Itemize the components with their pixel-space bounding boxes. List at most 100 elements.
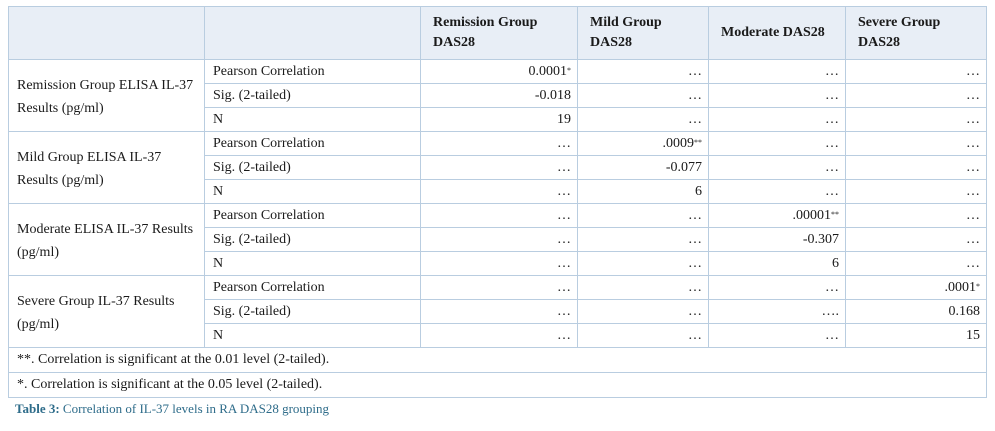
value-cell: … [845,155,987,180]
table-row: Remission Group ELISA IL-37 Results (pg/… [8,59,987,132]
cell-value: 0.0001 [528,63,568,79]
value-cell: … [845,59,987,84]
value-cell: … [577,59,709,84]
cell-value: -0.018 [534,87,571,103]
stat-label: N [204,179,421,204]
cell-value: .0009 [662,135,695,151]
cell-value: … [557,255,571,271]
value-cell: … [845,227,987,252]
cell-value: … [966,231,980,247]
value-cell: … [708,83,846,108]
value-cell: … [420,131,578,156]
cell-value: … [557,303,571,319]
value-cell: … [845,203,987,228]
cell-value: … [966,87,980,103]
stat-label: Sig. (2-tailed) [204,227,421,252]
header-remission: Remission Group DAS28 [420,6,578,60]
value-cell: -0.307 [708,227,846,252]
value-cell: … [577,323,709,348]
group-label: Remission Group ELISA IL-37 Results (pg/… [8,59,205,132]
stat-label: Pearson Correlation [204,59,421,84]
group-label: Severe Group IL-37 Results (pg/ml) [8,275,205,348]
value-cell: … [577,299,709,324]
value-cell: … [708,155,846,180]
cell-value: 0.168 [948,303,981,319]
value-cell: … [420,299,578,324]
value-cell: … [420,227,578,252]
value-cell: … [845,131,987,156]
stat-label: N [204,251,421,276]
cell-value: … [966,159,980,175]
table-row: N … … 6 … [9,251,987,276]
cell-value: … [966,135,980,151]
header-mild: Mild Group DAS28 [577,6,709,60]
value-cell: … [420,251,578,276]
table-container: Remission Group DAS28 Mild Group DAS28 M… [8,6,987,398]
cell-value: … [966,207,980,223]
cell-value: 6 [832,255,839,271]
stat-label: Pearson Correlation [204,131,421,156]
value-cell: 6 [708,251,846,276]
cell-value: … [688,303,702,319]
caption-text: Correlation of IL-37 levels in RA DAS28 … [59,401,330,416]
stat-label: Sig. (2-tailed) [204,155,421,180]
cell-value: … [557,159,571,175]
cell-value: -0.077 [665,159,702,175]
cell-value: … [688,63,702,79]
cell-value: … [557,327,571,343]
value-cell: 6 [577,179,709,204]
cell-value: … [825,327,839,343]
cell-value: .00001 [792,207,832,223]
table-caption: Table 3: Correlation of IL-37 levels in … [15,401,329,417]
cell-value: … [557,231,571,247]
value-cell: … [420,275,578,300]
value-cell: -0.077 [577,155,709,180]
table-row: N… 6…… [9,179,987,204]
table-row: Mild Group ELISA IL-37 Results (pg/ml) Pe… [8,131,987,204]
significance-marker: ** [694,137,702,147]
cell-value: … [557,207,571,223]
value-cell: … [577,251,709,276]
cell-value: … [825,183,839,199]
cell-value: … [825,111,839,127]
value-cell: .0009** [577,131,709,156]
significance-marker: * [976,281,980,291]
value-cell: 19 [420,107,578,132]
value-cell: … [577,83,709,108]
table-row: Severe Group IL-37 Results (pg/ml) Pearso… [8,275,987,348]
cell-value: 19 [557,111,571,127]
cell-value: .0001 [944,279,977,295]
cell-value: … [825,159,839,175]
cell-value: … [688,231,702,247]
header-severe: Severe Group DAS28 [845,6,987,60]
footnote-row: **. Correlation is significant at the 0.… [8,347,987,373]
cell-value: 6 [695,183,702,199]
value-cell: … [420,155,578,180]
value-cell: 0.168 [845,299,987,324]
stat-label: Sig. (2-tailed) [204,83,421,108]
cell-value: … [688,87,702,103]
cell-value: 15 [966,327,980,343]
header-moderate: Moderate DAS28 [708,6,846,60]
cell-value: …. [821,303,840,319]
value-cell: … [708,179,846,204]
cell-value: … [825,279,839,295]
value-cell: … [708,107,846,132]
cell-value: … [966,183,980,199]
header-corner-stat [204,6,421,60]
value-cell: 0.0001* [420,59,578,84]
significance-marker: ** [831,209,839,219]
value-cell: … [577,107,709,132]
footnote-1: **. Correlation is significant at the 0.… [8,347,987,373]
cell-value: … [966,63,980,79]
stat-label: N [204,107,421,132]
cell-value: … [688,255,702,271]
value-cell: … [708,59,846,84]
value-cell: … [577,275,709,300]
value-cell: … [845,251,987,276]
header-corner [8,6,205,60]
cell-value: … [825,135,839,151]
stat-label: N [204,323,421,348]
correlation-table: Remission Group DAS28 Mild Group DAS28 M… [8,6,987,398]
value-cell: .0001* [845,275,987,300]
